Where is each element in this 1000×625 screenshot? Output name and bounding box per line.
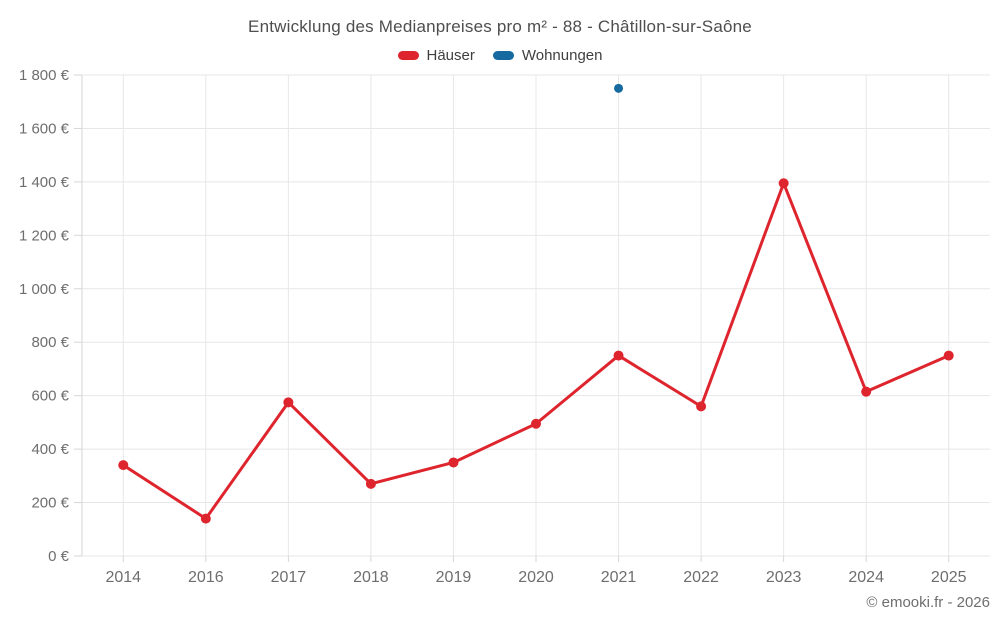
data-point[interactable] [118, 460, 129, 471]
copyright-credit: © emooki.fr - 2026 [866, 594, 990, 611]
wohnungen-series-swatch-icon [492, 51, 514, 60]
y-axis-tick-label: 400 € [31, 441, 69, 458]
haeuser-series-swatch-icon [397, 51, 419, 60]
legend-item-haeuser[interactable]: Häuser [397, 47, 475, 64]
x-axis-tick-label: 2017 [271, 569, 307, 586]
x-axis-tick-label: 2023 [766, 569, 802, 586]
grid-layer [74, 74, 990, 562]
data-point[interactable] [861, 386, 872, 397]
x-axis-tick-label: 2018 [353, 569, 389, 586]
legend-item-wohnungen[interactable]: Wohnungen [492, 47, 603, 64]
y-axis-tick-label: 600 € [31, 388, 69, 405]
axis-label-layer: 0 € 200 € 400 € 600 € 800 € 1 000 € 1 200 € 1 4… [19, 67, 967, 586]
x-axis-tick-label: 2025 [931, 569, 967, 586]
data-point[interactable] [200, 513, 211, 524]
chart-legend: Häuser Wohnungen [0, 47, 1000, 64]
x-axis-tick-label: 2022 [683, 569, 719, 586]
data-point[interactable] [613, 350, 624, 361]
chart-title: Entwicklung des Medianpreises pro m² - 8… [248, 17, 752, 36]
y-axis-tick-label: 1 200 € [19, 227, 70, 244]
y-axis-tick-label: 1 600 € [19, 120, 70, 137]
y-axis-tick-label: 1 800 € [19, 67, 70, 84]
y-axis-tick-label: 800 € [31, 334, 69, 351]
y-axis-tick-label: 200 € [31, 495, 69, 512]
data-point[interactable] [283, 397, 294, 408]
data-point[interactable] [531, 418, 541, 429]
x-axis-tick-label: 2016 [188, 569, 224, 586]
x-axis-tick-label: 2024 [848, 569, 884, 586]
x-axis-tick-label: 2020 [518, 569, 554, 586]
legend-label-haeuser: Häuser [426, 47, 475, 64]
x-axis-tick-label: 2021 [601, 569, 637, 586]
data-point[interactable] [696, 401, 707, 412]
data-point[interactable] [943, 350, 954, 361]
x-axis-tick-label: 2019 [436, 569, 472, 586]
x-axis-tick-label: 2014 [105, 569, 141, 586]
series-wohnungen [614, 83, 624, 93]
data-point[interactable] [365, 478, 376, 489]
data-point[interactable] [778, 178, 789, 189]
data-point[interactable] [448, 457, 459, 468]
data-point[interactable] [614, 83, 624, 93]
series-layer [118, 83, 954, 524]
y-axis-tick-label: 1 000 € [19, 281, 70, 298]
y-axis-tick-label: 1 400 € [19, 174, 70, 191]
legend-label-wohnungen: Wohnungen [521, 47, 603, 64]
y-axis-tick-label: 0 € [48, 548, 70, 565]
series-häuser [118, 178, 954, 524]
